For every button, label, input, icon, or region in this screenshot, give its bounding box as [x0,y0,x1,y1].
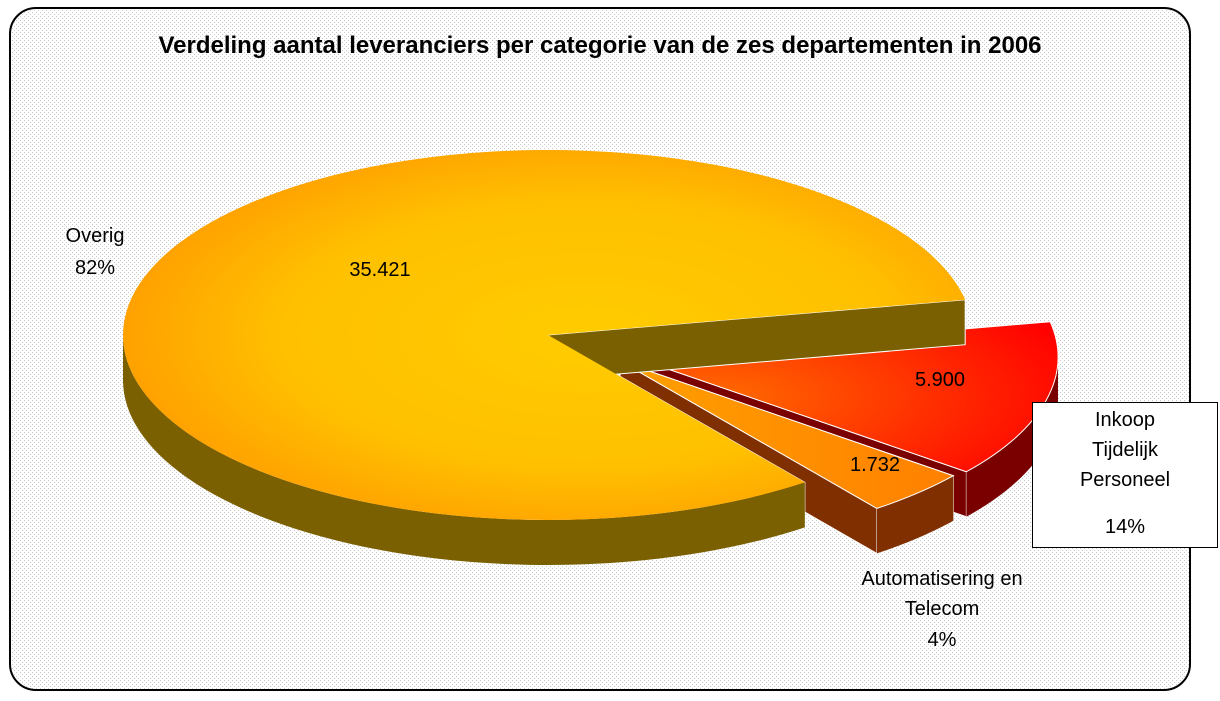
category-label: Automatisering en Telecom [861,568,1023,620]
slice-side [876,475,954,554]
slice-side [966,357,1058,517]
value-label: 35.421 [349,259,411,281]
chart-title: Verdeling aantal leveranciers per catego… [158,32,1042,59]
label-box [1032,402,1218,548]
pie [122,150,1059,566]
percent-label: 14% [1104,516,1146,538]
pie-slice [619,360,955,509]
percent-label: 4% [927,629,957,651]
value-label: 1.732 [849,454,901,476]
value-label: 5.900 [914,369,966,391]
percent-label: 82% [74,257,116,279]
pie-slice [122,150,966,520]
category-label: Inkoop Tijdelijk Personeel [1079,409,1171,491]
slice-side [123,335,805,566]
category-label: Overig [65,225,125,247]
